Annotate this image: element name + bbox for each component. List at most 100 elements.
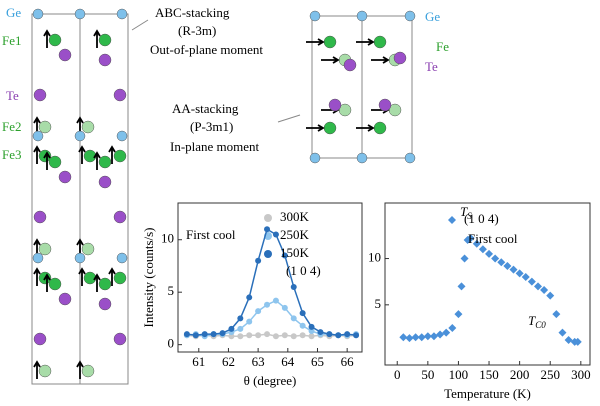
atom-label: Fe3 — [2, 147, 22, 162]
marker-main: T — [460, 204, 468, 219]
atom — [309, 10, 321, 22]
atom — [58, 48, 72, 62]
data-point — [466, 234, 475, 243]
atom — [309, 152, 321, 164]
data-point — [491, 254, 500, 263]
spin — [78, 267, 86, 286]
annotation: (1 0 4) — [286, 263, 321, 278]
data-point — [264, 331, 271, 338]
data-point — [237, 325, 244, 332]
atom — [113, 210, 127, 224]
spin — [306, 38, 325, 46]
marker-sub: C0 — [535, 320, 546, 330]
x-tick-label: 0 — [394, 367, 401, 382]
data-point — [308, 323, 315, 330]
atom-label: Ge — [6, 5, 21, 20]
spin — [43, 151, 51, 170]
atom — [356, 152, 368, 164]
data-point — [411, 333, 420, 342]
x-tick-label: 63 — [252, 354, 265, 369]
atom — [373, 35, 387, 49]
data-point — [527, 277, 536, 286]
atom — [48, 277, 62, 291]
atom — [81, 364, 95, 378]
x-tick-label: 200 — [510, 367, 530, 382]
data-point — [228, 325, 235, 332]
spin — [108, 145, 116, 164]
spin — [76, 360, 84, 379]
data-point — [460, 254, 469, 263]
atom — [356, 10, 368, 22]
atom — [323, 121, 337, 135]
data-point — [255, 308, 262, 315]
atom — [98, 53, 112, 67]
spin — [93, 151, 101, 170]
data-point — [272, 231, 279, 238]
data-point — [497, 258, 506, 267]
y-axis-label: Intensity (counts/s) — [141, 227, 156, 327]
spin — [93, 273, 101, 292]
spin — [33, 145, 41, 164]
legend-label: 250K — [280, 227, 310, 242]
data-point — [272, 297, 279, 304]
plot-frame — [177, 202, 363, 353]
data-point — [335, 332, 342, 339]
data-point — [299, 310, 306, 317]
atom — [323, 35, 337, 49]
atom — [58, 292, 72, 306]
x-axis-label: θ (degree) — [244, 373, 297, 388]
data-point — [264, 301, 271, 308]
data-point — [564, 336, 573, 345]
y-tick-label: 5 — [375, 296, 382, 311]
atom — [81, 120, 95, 134]
x-tick-label: 300 — [571, 367, 591, 382]
data-point — [281, 304, 288, 311]
data-point — [353, 332, 360, 339]
atom — [74, 130, 86, 142]
atom — [58, 170, 72, 184]
x-tick-label: 64 — [281, 354, 295, 369]
spin — [43, 273, 51, 292]
data-point — [237, 333, 244, 340]
data-point — [515, 269, 524, 278]
data-point — [246, 332, 253, 339]
atom — [33, 88, 47, 102]
atom — [48, 155, 62, 169]
aa-moment: In-plane moment — [170, 139, 260, 154]
spin — [43, 29, 51, 48]
atom-label: Te — [6, 88, 19, 103]
abc-group: (R-3m) — [178, 23, 216, 38]
data-point — [457, 282, 466, 291]
aa-group: (P-3m1) — [190, 119, 233, 134]
spin — [33, 360, 41, 379]
atom — [32, 252, 44, 264]
arrow — [277, 114, 301, 123]
y-tick-label: 0 — [168, 336, 175, 351]
data-point — [308, 333, 315, 340]
data-point — [246, 318, 253, 325]
atom — [38, 242, 52, 256]
atom — [373, 121, 387, 135]
atom — [378, 98, 392, 112]
data-point — [405, 334, 414, 343]
data-point — [344, 331, 351, 338]
data-point — [317, 329, 324, 336]
atom — [116, 130, 128, 142]
data-point — [210, 331, 217, 338]
legend-label: 300K — [280, 209, 310, 224]
annotation: First cool — [186, 227, 236, 242]
data-point — [448, 323, 457, 332]
y-tick-label: 10 — [368, 250, 381, 265]
spin — [356, 124, 375, 132]
data-point — [299, 322, 306, 329]
y-tick-label: 5 — [168, 283, 175, 298]
data-point — [573, 337, 582, 346]
atom — [113, 149, 127, 163]
atom — [98, 155, 112, 169]
x-tick-label: 150 — [479, 367, 499, 382]
data-point — [454, 310, 463, 319]
data-point — [399, 333, 408, 342]
atom — [33, 210, 47, 224]
data-point — [509, 265, 518, 274]
